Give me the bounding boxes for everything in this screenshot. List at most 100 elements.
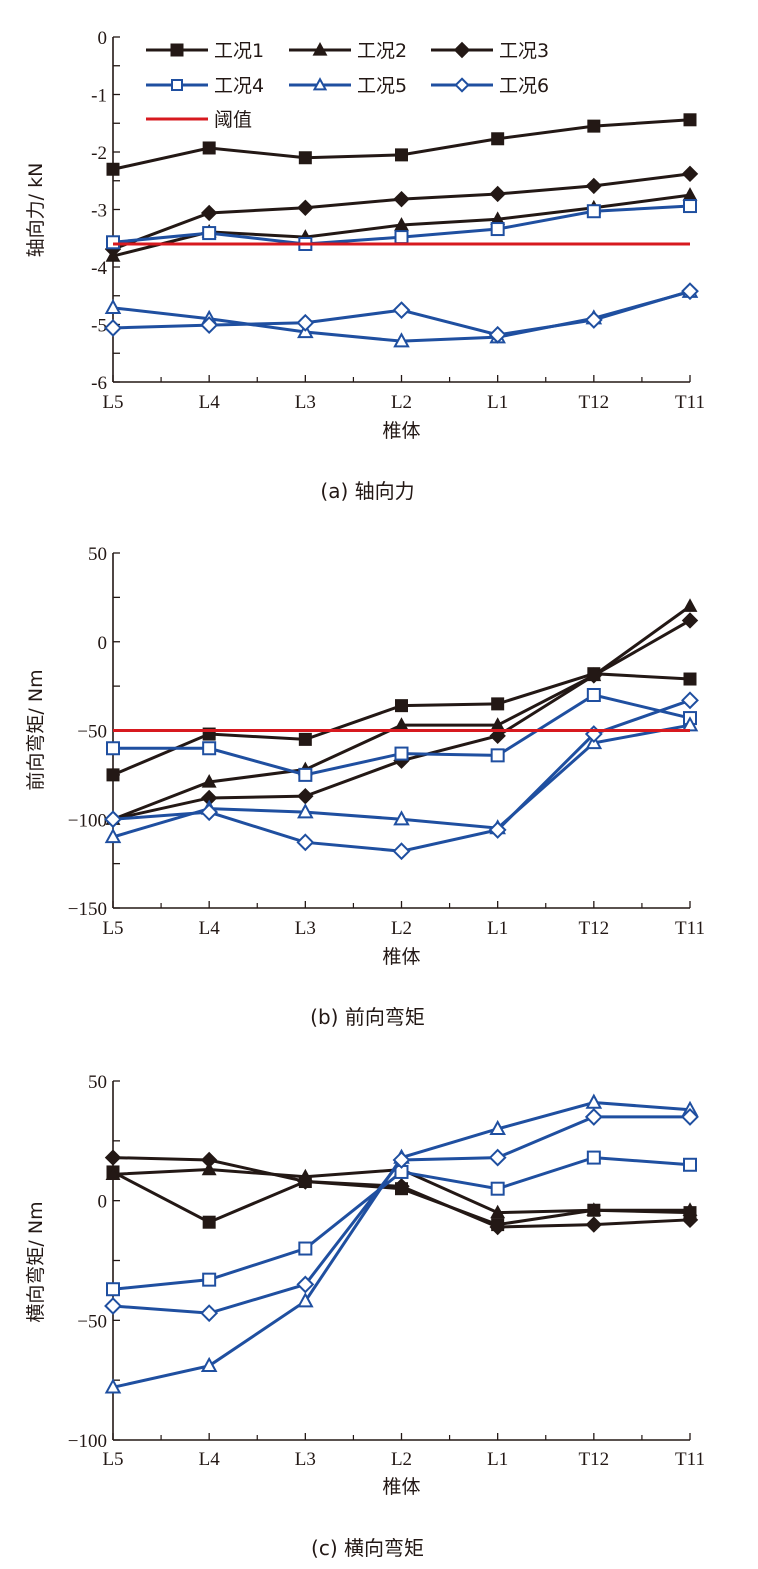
legend: 工况1 工况2 工况3 工况4 工况5 工况6 阈值: [146, 40, 549, 131]
y-tick-label: 50: [88, 1072, 107, 1093]
series-6: [104, 691, 699, 861]
y-tick-label: 0: [98, 1192, 108, 1213]
data-point: [683, 1157, 697, 1172]
x-axis-title: 椎体: [382, 420, 420, 442]
x-tick-label: L2: [391, 392, 412, 413]
y-axis-title: 横向弯矩/ Nm: [25, 1201, 47, 1322]
data-point: [584, 1107, 603, 1126]
data-point: [393, 332, 410, 348]
data-point: [491, 697, 505, 711]
data-point: [394, 230, 409, 245]
y-tick-label: −100: [68, 810, 107, 831]
series-3: [104, 612, 699, 828]
series-4: [106, 688, 697, 782]
data-point: [106, 741, 120, 756]
y-tick-label: -4: [91, 258, 107, 279]
x-tick-label: L4: [199, 1449, 221, 1470]
series-5: [104, 716, 699, 844]
legend-marker: [312, 77, 328, 91]
legend-item: 工况2: [289, 40, 407, 62]
data-point: [297, 199, 314, 216]
data-point: [200, 204, 218, 222]
legend-label: 工况3: [499, 40, 549, 62]
legend-label: 工况1: [214, 40, 264, 62]
data-point: [200, 1356, 218, 1372]
y-tick-label: −100: [68, 1431, 107, 1452]
series-6: [104, 282, 699, 344]
data-point: [296, 313, 315, 332]
data-point: [298, 767, 313, 782]
legend-item: 工况1: [146, 40, 264, 62]
x-tick-label: L4: [199, 392, 221, 413]
data-point: [586, 1150, 601, 1165]
legend-label: 阈值: [214, 109, 252, 131]
data-point: [585, 177, 603, 195]
series-line: [112, 1115, 690, 1315]
x-tick-label: L3: [295, 918, 316, 939]
data-point: [585, 1216, 603, 1233]
chart-a: 0 -1 -2 -3 -4 -5 -6L5 L4 L3 L2 L1 T12 T11 椎体 轴向力/ kN (a…: [25, 28, 705, 503]
data-point: [298, 732, 312, 746]
data-point: [200, 316, 219, 334]
data-point: [297, 1173, 314, 1190]
data-point: [298, 151, 312, 165]
data-point: [681, 612, 699, 629]
y-tick-label: −50: [77, 722, 107, 743]
data-point: [104, 1297, 122, 1315]
x-tick-label: L1: [487, 1449, 508, 1470]
data-point: [587, 119, 601, 133]
data-point: [489, 185, 506, 203]
x-tick-label: L2: [391, 1449, 412, 1470]
y-tick-label: 0: [98, 633, 108, 654]
data-point: [490, 748, 505, 763]
data-point: [202, 1215, 216, 1229]
data-point: [104, 298, 122, 314]
x-tick-label: L1: [487, 392, 508, 413]
legend-item: 阈值: [146, 109, 252, 131]
x-axis-title: 椎体: [382, 1476, 420, 1498]
chart-caption: (c) 横向弯矩: [311, 1536, 424, 1560]
data-point: [489, 727, 506, 745]
legend-item: 工况6: [431, 75, 549, 97]
data-point: [297, 1292, 314, 1308]
x-tick-label: L3: [295, 392, 316, 413]
x-tick-label: T11: [675, 392, 705, 413]
series-line: [112, 118, 691, 171]
legend-item: 工况5: [289, 75, 407, 97]
x-tick-label: L5: [102, 918, 123, 939]
data-point: [106, 162, 120, 176]
legend-marker: [171, 79, 183, 91]
y-tick-label: -2: [91, 143, 107, 164]
data-point: [104, 810, 122, 829]
data-point: [106, 1282, 120, 1297]
data-point: [490, 222, 505, 237]
chart-caption: (a) 轴向力: [320, 479, 414, 503]
data-point: [392, 1151, 411, 1169]
data-point: [395, 699, 408, 713]
x-tick-label: T12: [579, 1449, 610, 1470]
data-point: [392, 842, 411, 861]
legend-label: 工况4: [214, 75, 264, 97]
legend-label: 工况2: [357, 40, 407, 62]
data-point: [585, 1093, 603, 1109]
data-point: [681, 1211, 699, 1229]
y-tick-label: -6: [91, 373, 107, 394]
legend-marker: [454, 77, 470, 93]
y-tick-label: -3: [91, 201, 107, 222]
legend-marker: [453, 41, 471, 59]
data-point: [394, 746, 409, 761]
y-tick-label: −50: [77, 1311, 107, 1332]
data-point: [297, 803, 314, 819]
x-tick-label: L5: [102, 392, 123, 413]
y-tick-label: -5: [91, 316, 107, 337]
data-point: [106, 235, 120, 250]
data-point: [296, 1275, 315, 1294]
data-point: [104, 828, 122, 844]
data-point: [490, 1204, 506, 1219]
data-point: [201, 774, 217, 788]
x-tick-label: L1: [487, 918, 508, 939]
data-point: [586, 688, 601, 702]
data-point: [681, 165, 699, 183]
legend-item: 工况3: [431, 40, 549, 62]
